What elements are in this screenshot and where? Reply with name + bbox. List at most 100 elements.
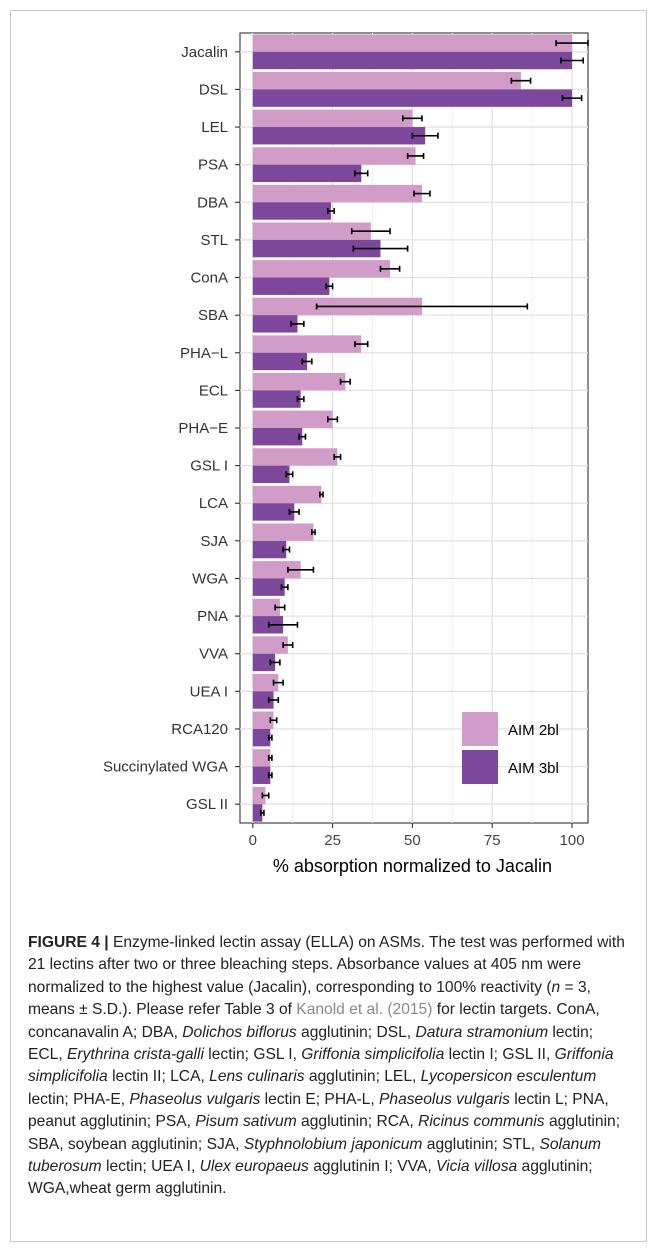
category-label: Succinylated WGA	[103, 759, 228, 776]
caption-segment: lectin II; LCA,	[107, 1068, 210, 1086]
caption-segment: agglutinin; SBA, soybean agglutinin; SJA…	[28, 1113, 621, 1153]
caption-segment: Enzyme-linked lectin assay (ELLA) on ASM…	[28, 934, 625, 996]
caption-italic: Griffonia simplicifolia	[301, 1046, 445, 1064]
caption-italic: Lycopersicon esculentum	[420, 1068, 597, 1086]
bar-aim2bl	[252, 260, 391, 278]
bar-aim3bl	[252, 89, 573, 107]
bar-aim3bl	[252, 428, 303, 446]
bar-aim3bl	[252, 804, 263, 822]
bar-aim2bl	[252, 72, 521, 90]
caption-italic: Pisum sativum	[195, 1113, 297, 1131]
caption-italic: Lens culinaris	[209, 1068, 305, 1086]
bar-aim2bl	[252, 372, 346, 391]
legend-label: AIM 2bl	[508, 722, 559, 739]
category-label: PSA	[198, 157, 228, 174]
caption-label: FIGURE 4 |	[28, 934, 109, 951]
bar-aim3bl	[252, 277, 330, 295]
figure-caption: FIGURE 4 | Enzyme-linked lectin assay (E…	[28, 932, 628, 1201]
bar-aim3bl	[252, 202, 331, 220]
bar-aim3bl	[252, 164, 362, 183]
bar-aim2bl	[252, 485, 322, 504]
bar-aim3bl	[252, 578, 285, 596]
category-label: LEL	[201, 119, 228, 136]
bar-aim2bl	[252, 34, 573, 52]
bar-aim2bl	[252, 749, 271, 767]
x-tick-label: 75	[484, 832, 501, 849]
caption-reference[interactable]: Kanold et al. (2015)	[296, 1001, 433, 1019]
caption-segment: agglutinin; DSL,	[296, 1023, 416, 1041]
bar-aim2bl	[252, 636, 288, 654]
category-label: SBA	[198, 307, 228, 324]
bar-aim2bl	[252, 448, 338, 466]
bar-aim2bl	[252, 523, 314, 541]
caption-italic: Styphnolobium japonicum	[243, 1135, 423, 1153]
bar-aim3bl	[252, 127, 426, 145]
bar-aim2bl	[252, 222, 371, 240]
bar-aim3bl	[252, 691, 274, 709]
bar-aim2bl	[252, 786, 266, 805]
category-label: Jacalin	[181, 44, 228, 61]
bar-aim2bl	[252, 673, 279, 692]
caption-italic: Dolichos biflorus	[182, 1023, 297, 1041]
bar-aim2bl	[252, 410, 333, 428]
caption-italic: Ricinus communis	[418, 1113, 545, 1131]
caption-italic: Phaseolus vulgaris	[379, 1090, 510, 1108]
bar-aim3bl	[252, 465, 290, 484]
x-tick-label: 50	[404, 832, 421, 849]
bar-aim2bl	[252, 711, 274, 729]
x-tick-label: 100	[560, 832, 585, 849]
caption-italic: n	[551, 978, 561, 996]
bar-aim3bl	[252, 503, 295, 521]
caption-segment: lectin E; PHA-L,	[260, 1090, 380, 1108]
category-label: RCA120	[171, 721, 228, 738]
bar-aim3bl	[252, 352, 308, 371]
caption-segment: lectin; GSL I,	[203, 1046, 302, 1064]
caption-italic: Griffonia simplicifolia	[28, 1046, 614, 1086]
bar-aim3bl	[252, 51, 573, 70]
category-label: GSL II	[186, 796, 228, 813]
bar-aim3bl	[252, 239, 381, 258]
figure-frame	[10, 10, 647, 1242]
category-label: PNA	[197, 608, 228, 625]
caption-italic: Datura stramonium	[415, 1023, 549, 1041]
bar-aim3bl	[252, 766, 271, 784]
bar-aim3bl	[252, 390, 301, 408]
category-label: UEA I	[190, 683, 228, 700]
x-tick-label: 0	[249, 832, 257, 849]
caption-italic: Ulex europaeus	[199, 1158, 309, 1176]
caption-segment: lectin I; GSL II,	[444, 1046, 555, 1064]
caption-text: Enzyme-linked lectin assay (ELLA) on ASM…	[28, 934, 625, 1197]
legend-label: AIM 3bl	[508, 760, 559, 777]
bar-aim3bl	[252, 728, 271, 747]
lectin-bar-chart: Jacalin DSL LEL PSA DBA STL ConA SBA PHA−L ECL PHA…	[103, 32, 589, 876]
bar-aim2bl	[252, 184, 422, 203]
category-label: LCA	[199, 495, 228, 512]
category-label: PHA−L	[180, 345, 228, 362]
category-label: VVA	[199, 646, 228, 663]
bar-aim2bl	[252, 598, 280, 617]
caption-italic: Solanum tuberosum	[28, 1135, 602, 1176]
bar-aim2bl	[252, 561, 301, 579]
bar-aim3bl	[252, 540, 287, 559]
bar-aim2bl	[252, 109, 413, 128]
caption-segment: lectin; ECL,	[28, 1023, 594, 1064]
x-tick-label: 25	[324, 832, 341, 849]
x-axis-title: % absorption normalized to Jacalin	[273, 856, 552, 876]
category-label: DSL	[199, 81, 228, 98]
caption-segment: lectin; UEA I,	[101, 1158, 200, 1176]
caption-italic: Erythrina crista-galli	[67, 1046, 204, 1064]
bar-aim2bl	[252, 147, 416, 165]
caption-italic: Vicia villosa	[436, 1158, 518, 1176]
category-label: WGA	[192, 570, 228, 587]
category-label: ConA	[190, 270, 228, 287]
bar-aim3bl	[252, 653, 276, 672]
caption-segment: agglutinin; LEL,	[304, 1068, 421, 1086]
caption-segment: agglutinin; RCA,	[296, 1113, 419, 1131]
caption-segment: agglutinin I; VVA,	[308, 1158, 436, 1176]
caption-segment: lectin L; PNA, peanut agglutinin; PSA,	[28, 1090, 609, 1131]
bar-aim3bl	[252, 315, 298, 333]
caption-segment: lectin; PHA-E,	[28, 1090, 130, 1108]
bar-aim2bl	[252, 335, 362, 353]
caption-italic: Phaseolus vulgaris	[129, 1090, 261, 1108]
category-label: PHA−E	[178, 420, 228, 437]
